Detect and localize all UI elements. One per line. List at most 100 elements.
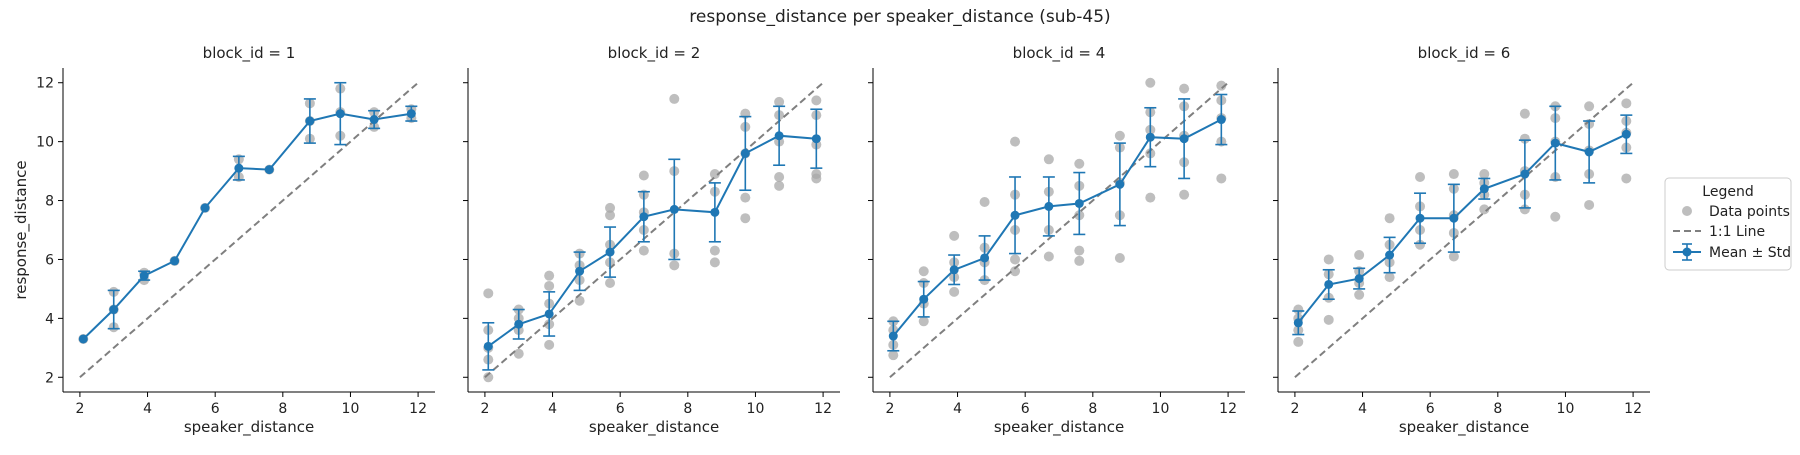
- mean-point: [1385, 250, 1395, 260]
- x-tick-label: 6: [211, 401, 220, 417]
- data-point: [918, 266, 929, 277]
- mean-point: [669, 204, 679, 214]
- data-point: [483, 288, 494, 299]
- data-point: [1293, 304, 1304, 315]
- mean-line: [487, 134, 817, 348]
- data-point: [1354, 289, 1365, 300]
- x-tick-label: 6: [1021, 401, 1030, 417]
- legend: Legend Data points 1:1 Line Mean ± Std: [1664, 177, 1792, 271]
- data-point: [605, 278, 616, 289]
- data-point: [1114, 130, 1125, 141]
- x-tick-label: 10: [747, 401, 765, 417]
- data-point: [544, 339, 555, 350]
- data-point: [1323, 314, 1334, 325]
- mean-point: [980, 253, 990, 263]
- data-point: [1621, 173, 1632, 184]
- data-point: [669, 93, 680, 104]
- error-bars: [1292, 105, 1633, 336]
- mean-point: [710, 207, 720, 217]
- mean-point: [575, 266, 585, 276]
- mean-point: [109, 305, 119, 315]
- legend-label-identity: 1:1 Line: [1709, 224, 1765, 240]
- data-point: [979, 197, 990, 208]
- mean-point: [514, 319, 524, 329]
- data-point: [1010, 254, 1021, 265]
- y-tick-label: 10: [36, 135, 54, 151]
- data-point: [1043, 154, 1054, 165]
- data-point: [638, 245, 649, 256]
- panel-title: block_id = 4: [1013, 44, 1106, 63]
- mean-point: [335, 109, 345, 119]
- data-point: [1074, 255, 1085, 266]
- data-points: [483, 93, 822, 383]
- data-point: [1179, 83, 1190, 94]
- identity-line: [79, 81, 419, 379]
- mean-point: [888, 331, 898, 341]
- y-tick-label: 8: [45, 194, 54, 210]
- data-point: [709, 169, 720, 180]
- x-tick-label: 8: [1493, 401, 1502, 417]
- mean-point: [234, 163, 244, 173]
- x-tick-label: 4: [143, 401, 152, 417]
- data-point: [1074, 245, 1085, 256]
- mean-point: [1293, 318, 1303, 328]
- y-tick-label: 12: [36, 76, 54, 92]
- data-point: [1114, 252, 1125, 263]
- legend-marker-mean-point: [1682, 247, 1692, 257]
- data-point: [949, 230, 960, 241]
- x-tick-label: 10: [1152, 401, 1170, 417]
- mean-point: [1621, 129, 1631, 139]
- data-point: [949, 286, 960, 297]
- x-tick-label: 8: [278, 401, 287, 417]
- data-points: [888, 77, 1227, 361]
- mean-line: [82, 112, 412, 340]
- data-point: [774, 96, 785, 107]
- mean-point: [1216, 115, 1226, 125]
- mean-point: [740, 148, 750, 158]
- mean-point: [1550, 138, 1560, 148]
- mean-point: [1449, 213, 1459, 223]
- mean-point: [949, 265, 959, 275]
- panel-title: block_id = 2: [608, 44, 701, 63]
- data-point: [1584, 101, 1595, 112]
- mean-markers: [78, 109, 416, 344]
- data-point: [1621, 98, 1632, 109]
- data-point: [709, 257, 720, 268]
- mean-markers: [1293, 129, 1631, 328]
- error-bars: [482, 105, 823, 371]
- data-point: [1145, 192, 1156, 203]
- data-point: [483, 372, 494, 383]
- legend-title: Legend: [1702, 184, 1753, 200]
- data-point: [605, 210, 616, 221]
- data-point: [1384, 213, 1395, 224]
- data-point: [1323, 254, 1334, 265]
- data-point: [918, 316, 929, 327]
- data-points: [1293, 98, 1632, 347]
- panels: 2 4 6 8 10 12 2 4 6 8 10 12 block_id = 1 speaker_dist…: [12, 44, 1650, 437]
- x-tick-label: 4: [1358, 401, 1367, 417]
- mean-point: [1415, 213, 1425, 223]
- data-point: [605, 202, 616, 213]
- x-axis-label: speaker_distance: [994, 418, 1124, 437]
- mean-point: [406, 109, 416, 119]
- data-point: [1519, 133, 1530, 144]
- mean-point: [1479, 184, 1489, 194]
- data-point: [774, 171, 785, 182]
- y-tick-label: 2: [45, 370, 54, 386]
- panel-title: block_id = 1: [203, 44, 296, 63]
- x-tick-label: 10: [342, 401, 360, 417]
- data-point: [1448, 169, 1459, 180]
- data-point: [1043, 251, 1054, 262]
- x-tick-label: 4: [548, 401, 557, 417]
- legend-frame: [1664, 177, 1792, 271]
- mean-markers: [888, 115, 1226, 341]
- x-tick-label: 12: [409, 401, 427, 417]
- mean-point: [139, 271, 149, 281]
- data-point: [888, 350, 899, 361]
- panel-4: 2 4 6 8 10 12 block_id = 6 speaker_distance: [1273, 44, 1650, 437]
- data-point: [513, 348, 524, 359]
- data-point: [740, 192, 751, 203]
- x-tick-label: 12: [814, 401, 832, 417]
- panel-2: 2 4 6 8 10 12 block_id = 2 speaker_distance: [463, 44, 840, 437]
